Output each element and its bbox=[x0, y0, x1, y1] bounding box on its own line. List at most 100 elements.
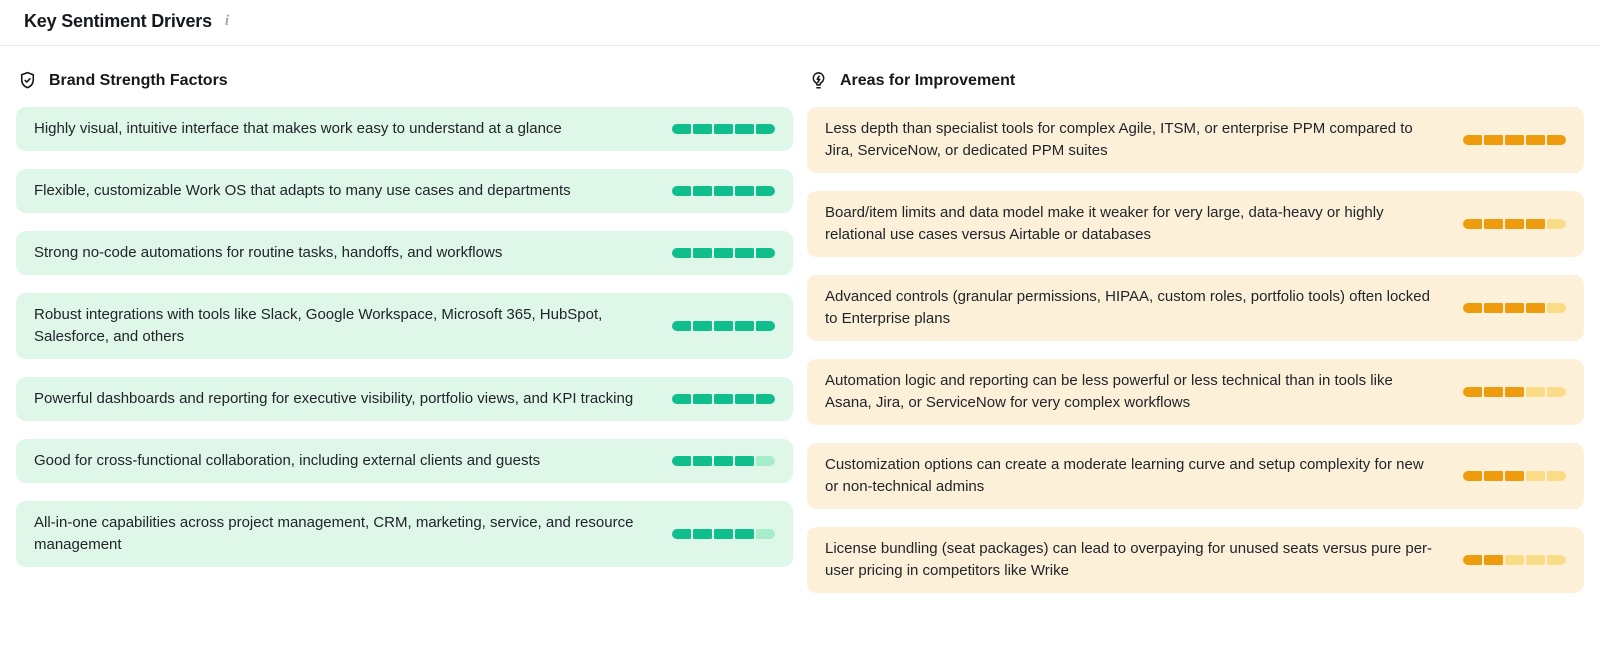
score-bar bbox=[672, 529, 775, 539]
score-bar bbox=[1463, 303, 1566, 313]
score-segment-filled bbox=[693, 186, 712, 196]
card-text: Advanced controls (granular permissions,… bbox=[825, 288, 1430, 327]
card-text: Strong no-code automations for routine t… bbox=[34, 244, 503, 261]
score-segment-filled bbox=[693, 394, 712, 404]
score-bar bbox=[1463, 471, 1566, 481]
score-bar bbox=[672, 456, 775, 466]
score-segment-filled bbox=[693, 248, 712, 258]
score-segment-filled bbox=[693, 529, 712, 539]
score-segment-filled bbox=[735, 124, 754, 134]
score-segment-empty bbox=[1526, 471, 1545, 481]
areas-improvement-column: Areas for Improvement Less depth than sp… bbox=[807, 70, 1584, 611]
score-segment-filled bbox=[1484, 219, 1503, 229]
score-segment-filled bbox=[714, 456, 733, 466]
score-segment-filled bbox=[672, 529, 691, 539]
card-text: Robust integrations with tools like Slac… bbox=[34, 306, 603, 345]
score-segment-filled bbox=[672, 394, 691, 404]
score-segment-filled bbox=[693, 321, 712, 331]
score-bar bbox=[1463, 135, 1566, 145]
score-segment-empty bbox=[1547, 303, 1566, 313]
sentiment-card: All-in-one capabilities across project m… bbox=[16, 501, 793, 567]
card-text: Less depth than specialist tools for com… bbox=[825, 120, 1413, 159]
score-segment-filled bbox=[714, 186, 733, 196]
score-segment-filled bbox=[1484, 303, 1503, 313]
score-segment-filled bbox=[1505, 471, 1524, 481]
brand-strength-title: Brand Strength Factors bbox=[49, 71, 228, 89]
card-text: All-in-one capabilities across project m… bbox=[34, 514, 634, 553]
score-segment-empty bbox=[1505, 555, 1524, 565]
score-segment-filled bbox=[1484, 387, 1503, 397]
score-segment-filled bbox=[714, 321, 733, 331]
score-segment-filled bbox=[1463, 387, 1482, 397]
brand-strength-header: Brand Strength Factors bbox=[17, 70, 793, 91]
score-segment-filled bbox=[672, 124, 691, 134]
card-text: Flexible, customizable Work OS that adap… bbox=[34, 182, 571, 199]
score-segment-filled bbox=[735, 186, 754, 196]
score-segment-filled bbox=[1526, 303, 1545, 313]
score-segment-filled bbox=[672, 248, 691, 258]
areas-improvement-header: Areas for Improvement bbox=[808, 70, 1584, 91]
card-text: Automation logic and reporting can be le… bbox=[825, 372, 1393, 411]
score-bar bbox=[1463, 219, 1566, 229]
score-segment-filled bbox=[1505, 303, 1524, 313]
info-icon[interactable]: i bbox=[224, 13, 230, 29]
score-segment-filled bbox=[1463, 135, 1482, 145]
score-segment-filled bbox=[672, 456, 691, 466]
score-segment-filled bbox=[1463, 471, 1482, 481]
sentiment-card: Automation logic and reporting can be le… bbox=[807, 359, 1584, 425]
score-bar bbox=[1463, 387, 1566, 397]
score-segment-filled bbox=[735, 529, 754, 539]
score-bar bbox=[672, 394, 775, 404]
card-text: Good for cross-functional collaboration,… bbox=[34, 452, 541, 469]
score-bar bbox=[672, 124, 775, 134]
score-bar bbox=[672, 248, 775, 258]
score-segment-filled bbox=[1484, 555, 1503, 565]
score-segment-filled bbox=[714, 394, 733, 404]
score-segment-filled bbox=[756, 124, 775, 134]
score-segment-filled bbox=[756, 186, 775, 196]
card-text: Powerful dashboards and reporting for ex… bbox=[34, 390, 634, 407]
score-segment-filled bbox=[756, 248, 775, 258]
score-segment-filled bbox=[672, 321, 691, 331]
score-segment-filled bbox=[714, 248, 733, 258]
columns-container: Brand Strength Factors Highly visual, in… bbox=[0, 46, 1600, 611]
score-segment-empty bbox=[1547, 387, 1566, 397]
score-segment-filled bbox=[735, 456, 754, 466]
score-segment-filled bbox=[714, 124, 733, 134]
score-segment-filled bbox=[756, 321, 775, 331]
score-segment-filled bbox=[735, 394, 754, 404]
score-bar bbox=[672, 321, 775, 331]
sentiment-card: Robust integrations with tools like Slac… bbox=[16, 293, 793, 359]
sentiment-card: Less depth than specialist tools for com… bbox=[807, 107, 1584, 173]
score-segment-filled bbox=[1547, 135, 1566, 145]
sentiment-card: Flexible, customizable Work OS that adap… bbox=[16, 169, 793, 213]
sentiment-card: Board/item limits and data model make it… bbox=[807, 191, 1584, 257]
sentiment-card: Strong no-code automations for routine t… bbox=[16, 231, 793, 275]
score-bar bbox=[1463, 555, 1566, 565]
shield-check-icon bbox=[17, 70, 38, 91]
score-segment-filled bbox=[735, 321, 754, 331]
score-segment-filled bbox=[693, 456, 712, 466]
score-segment-filled bbox=[735, 248, 754, 258]
card-text: Board/item limits and data model make it… bbox=[825, 204, 1384, 243]
areas-improvement-card-list: Less depth than specialist tools for com… bbox=[807, 107, 1584, 593]
sentiment-card: Customization options can create a moder… bbox=[807, 443, 1584, 509]
brand-strength-column: Brand Strength Factors Highly visual, in… bbox=[16, 70, 793, 611]
score-segment-empty bbox=[756, 529, 775, 539]
card-text: License bundling (seat packages) can lea… bbox=[825, 540, 1433, 579]
score-segment-filled bbox=[1463, 303, 1482, 313]
score-segment-filled bbox=[693, 124, 712, 134]
score-segment-empty bbox=[756, 456, 775, 466]
score-bar bbox=[672, 186, 775, 196]
score-segment-filled bbox=[714, 529, 733, 539]
score-segment-empty bbox=[1547, 219, 1566, 229]
score-segment-empty bbox=[1547, 555, 1566, 565]
score-segment-empty bbox=[1547, 471, 1566, 481]
score-segment-filled bbox=[1484, 471, 1503, 481]
score-segment-filled bbox=[1484, 135, 1503, 145]
score-segment-empty bbox=[1526, 555, 1545, 565]
sentiment-card: Good for cross-functional collaboration,… bbox=[16, 439, 793, 483]
brand-strength-card-list: Highly visual, intuitive interface that … bbox=[16, 107, 793, 567]
areas-improvement-title: Areas for Improvement bbox=[840, 71, 1016, 89]
sentiment-card: Advanced controls (granular permissions,… bbox=[807, 275, 1584, 341]
